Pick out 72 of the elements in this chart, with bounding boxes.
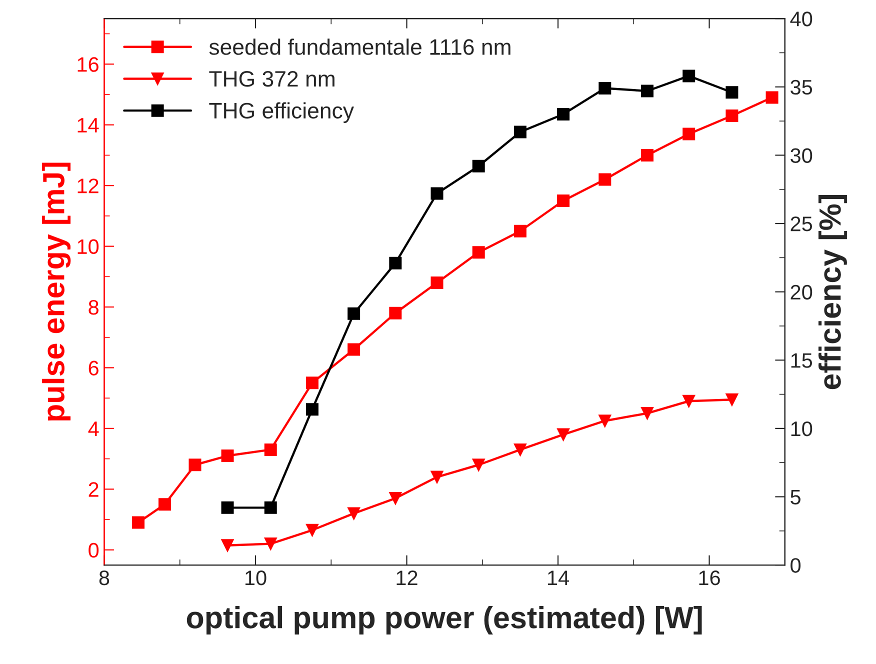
point (430, 470, 444, 484)
point (682, 128, 696, 140)
point (598, 82, 612, 95)
point (389, 492, 402, 505)
x-tick-label: 14 (548, 570, 569, 586)
point (472, 246, 485, 259)
point (430, 187, 444, 200)
y-tick-label: 16 (78, 57, 98, 72)
y2-tick-label: 0 (790, 558, 801, 573)
point (641, 407, 654, 420)
point (188, 458, 202, 472)
point (221, 539, 234, 552)
y2-tick-label: 35 (790, 80, 812, 95)
point (514, 443, 526, 456)
point (158, 498, 171, 511)
point (306, 376, 318, 390)
point (221, 450, 234, 462)
point (264, 538, 277, 550)
point (348, 343, 360, 356)
y-tick-label: 8 (88, 300, 98, 315)
point (264, 501, 277, 514)
point (598, 173, 612, 186)
point (598, 414, 612, 428)
point (348, 307, 360, 320)
point (641, 84, 654, 98)
legend-label: THG efficiency (209, 102, 354, 123)
y2-tick-label: 15 (791, 353, 812, 368)
point (389, 256, 402, 270)
point (557, 194, 570, 207)
y-axis-title: pulse energy [mJ] (42, 162, 71, 421)
point (682, 70, 696, 82)
point (264, 443, 277, 456)
point (306, 524, 318, 536)
point (726, 393, 738, 406)
x-axis-title: optical pump power (estimated) [W] (186, 606, 702, 634)
point (472, 458, 485, 472)
y2-tick-label: 5 (790, 490, 800, 505)
y-tick-label: 4 (88, 422, 99, 436)
point (472, 160, 485, 172)
point (514, 224, 526, 238)
y2-tick-label: 40 (790, 12, 812, 26)
point (726, 109, 738, 122)
point (132, 516, 145, 529)
x-tick-label: 8 (99, 570, 110, 586)
y-tick-label: 0 (88, 542, 99, 558)
point (557, 428, 570, 441)
y-tick-label: 12 (78, 178, 98, 194)
point (221, 501, 234, 514)
point (682, 394, 696, 408)
legend-label: THG 372 nm (209, 71, 334, 87)
x-tick-label: 16 (699, 570, 720, 586)
y-tick-label: 14 (78, 118, 99, 132)
y2-tick-label: 10 (791, 421, 812, 436)
point (726, 86, 738, 99)
point (306, 403, 318, 416)
legend-label: seeded fundamentale 1116 nm (209, 38, 510, 55)
x-tick-label: 12 (396, 570, 418, 586)
y-tick-label: 6 (88, 360, 98, 376)
y2-tick-label: 25 (790, 216, 812, 232)
point (641, 148, 654, 162)
point (430, 276, 444, 289)
point (766, 91, 778, 104)
point (514, 126, 526, 138)
y-tick-label: 2 (88, 482, 98, 497)
x-tick-label: 10 (246, 570, 266, 586)
y-tick-label: 10 (78, 239, 99, 254)
y2-tick-label: 20 (790, 284, 812, 300)
y2-tick-label: 30 (790, 148, 812, 163)
point (389, 306, 402, 320)
point (348, 507, 360, 520)
y2-axis-title: efficiency [%] (818, 195, 847, 390)
point (557, 108, 570, 120)
